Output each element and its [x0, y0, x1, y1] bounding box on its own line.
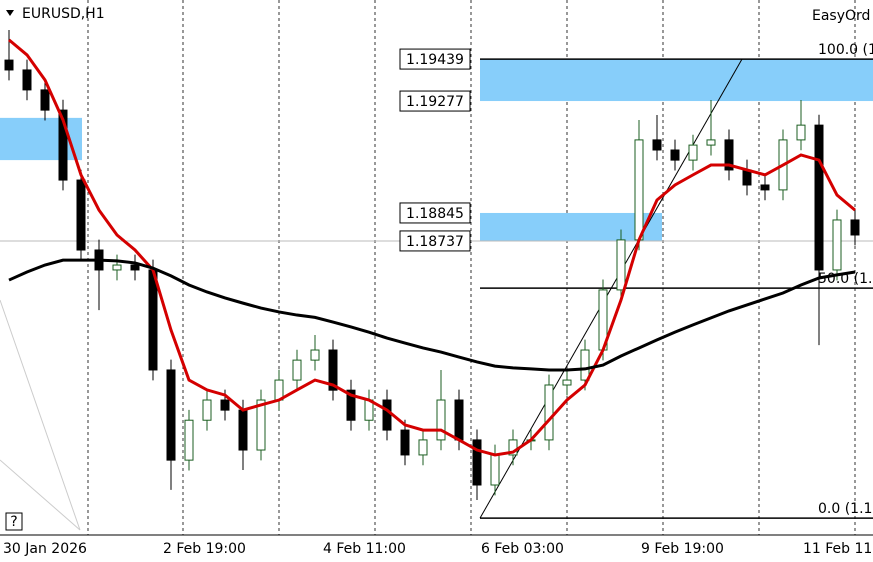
price-label-box [399, 90, 471, 112]
candle-body [292, 359, 302, 381]
fib-label: 100.0 (1.1 [818, 42, 873, 58]
candle-body [220, 399, 230, 411]
help-label[interactable]: ? [10, 514, 17, 530]
candle-body [256, 399, 266, 451]
candle-body [580, 349, 590, 381]
price-label: 1.19277 [406, 94, 464, 110]
candle-body [472, 439, 482, 486]
candle-body [454, 399, 464, 441]
price-label-box [399, 202, 471, 224]
decor-line [0, 299, 81, 531]
candle-body [346, 389, 356, 421]
x-tick-label: 2 Feb 19:00 [163, 541, 246, 557]
moving-average [8, 258, 856, 372]
candle-body [382, 399, 392, 431]
help-button[interactable] [5, 512, 23, 531]
candle-body [58, 109, 68, 181]
menu-triangle[interactable] [6, 10, 14, 16]
candle-body [670, 149, 680, 161]
candle-body [76, 179, 86, 251]
candle-body [796, 124, 806, 141]
candle-body [760, 184, 770, 191]
candle-body [616, 239, 626, 291]
zone [480, 212, 662, 241]
candle-body [4, 59, 14, 71]
zone [480, 59, 873, 102]
symbol-label: EURUSD,H1 [22, 6, 105, 22]
candle-body [652, 139, 662, 151]
candle-body [436, 399, 446, 441]
candle-body [832, 219, 842, 271]
expert-label: EasyOrd [812, 8, 870, 24]
candle-body [166, 369, 176, 461]
price-label: 1.18845 [406, 206, 464, 222]
candle-body [22, 69, 32, 91]
x-tick-label: 6 Feb 03:00 [481, 541, 564, 557]
candle-body [724, 139, 734, 171]
candle-body [238, 409, 248, 451]
candle-body [130, 264, 140, 271]
candle-body [634, 139, 644, 241]
decor-line [0, 459, 81, 531]
candle-body [562, 379, 572, 386]
x-tick-label: 9 Feb 19:00 [641, 541, 724, 557]
candle-body [508, 439, 518, 456]
price-label-box [399, 230, 471, 252]
x-tick-label: 30 Jan 2026 [3, 541, 87, 557]
foreground-layer: 100.0 (1.150.0 (1.10.0 (1.11.194391.1927… [4, 30, 873, 519]
candle-body [814, 124, 824, 271]
candle-body [490, 454, 500, 486]
candle-body [418, 439, 428, 456]
trendline [479, 58, 743, 519]
candle-body [328, 349, 338, 391]
candle-body [112, 264, 122, 271]
candle-body [40, 89, 50, 111]
candle-body [850, 219, 860, 236]
candle-body [400, 429, 410, 456]
x-tick-label: 11 Feb 11 [803, 541, 872, 557]
background-layer [0, 0, 873, 535]
x-tick-label: 4 Feb 11:00 [323, 541, 406, 557]
price-label: 1.18737 [406, 234, 464, 250]
fib-label: 0.0 (1.1 [818, 501, 872, 517]
candle-body [184, 419, 194, 461]
candle-body [544, 384, 554, 441]
candle-body [148, 269, 158, 371]
candle-body [706, 139, 716, 146]
price-label-box [399, 48, 471, 70]
price-label: 1.19439 [406, 52, 464, 68]
candle-body [688, 144, 698, 161]
candle-body [310, 349, 320, 361]
candle-body [202, 399, 212, 421]
